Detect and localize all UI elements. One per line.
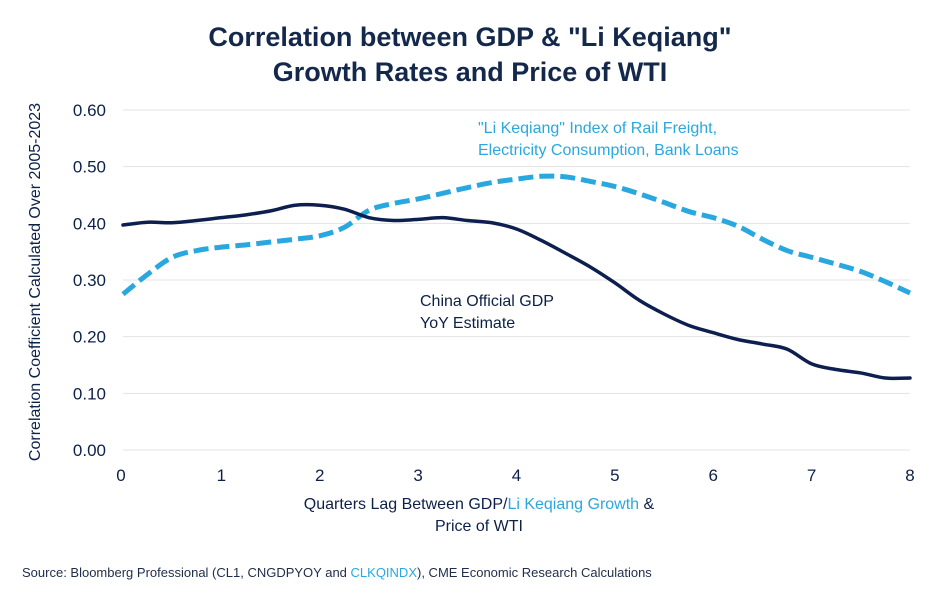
x-tick-label: 4 bbox=[512, 466, 521, 485]
x-axis-label-part-1: Quarters Lag Between GDP/ bbox=[304, 496, 508, 513]
x-tick-label: 5 bbox=[610, 466, 619, 485]
source-highlight: CLKQINDX bbox=[350, 565, 417, 580]
y-tick-label: 0.00 bbox=[73, 441, 106, 460]
y-axis-label: Correlation Coefficient Calculated Over … bbox=[27, 103, 44, 461]
x-tick-label: 2 bbox=[315, 466, 324, 485]
grid-lines bbox=[123, 109, 910, 451]
series-label: China Official GDP bbox=[420, 293, 554, 310]
y-tick-label: 0.10 bbox=[73, 384, 106, 403]
x-tick-label: 1 bbox=[217, 466, 226, 485]
source-note: Source: Bloomberg Professional (CL1, CNG… bbox=[22, 565, 652, 580]
y-tick-label: 0.30 bbox=[73, 271, 106, 290]
x-tick-label: 7 bbox=[807, 466, 816, 485]
x-axis-label-line-2: Price of WTI bbox=[435, 518, 523, 535]
chart-title: Correlation between GDP & "Li Keqiang" G… bbox=[0, 20, 940, 90]
series-label: Electricity Consumption, Bank Loans bbox=[478, 142, 739, 159]
y-tick-label: 0.50 bbox=[73, 158, 106, 177]
x-tick-label: 0 bbox=[116, 466, 125, 485]
x-tick-label: 6 bbox=[709, 466, 718, 485]
series-label: "Li Keqiang" Index of Rail Freight, bbox=[478, 120, 717, 137]
y-tick-label: 0.20 bbox=[73, 328, 106, 347]
x-axis-label: Quarters Lag Between GDP/Li Keqiang Grow… bbox=[304, 496, 655, 513]
chart-title-line-1: Correlation between GDP & "Li Keqiang" bbox=[208, 22, 732, 52]
chart-title-line-2: Growth Rates and Price of WTI bbox=[272, 57, 668, 87]
line-chart: 0.00 0.10 0.20 0.30 0.40 0.50 0.60 0 1 2 3 4 5 6 7 8 "… bbox=[27, 101, 915, 535]
y-tick-label: 0.40 bbox=[73, 214, 106, 233]
series-lines bbox=[121, 173, 912, 381]
source-suffix: ), CME Economic Research Calculations bbox=[417, 565, 652, 580]
source-prefix: Source: Bloomberg Professional (CL1, CNG… bbox=[22, 565, 351, 580]
y-axis-tick-labels: 0.00 0.10 0.20 0.30 0.40 0.50 0.60 bbox=[73, 101, 106, 460]
x-axis-label-highlight: Li Keqiang Growth bbox=[507, 496, 639, 513]
series-label: YoY Estimate bbox=[420, 315, 515, 332]
china-gdp-line bbox=[121, 202, 912, 381]
x-tick-label: 3 bbox=[413, 466, 422, 485]
y-tick-label: 0.60 bbox=[73, 101, 106, 120]
li-keqiang-index-line bbox=[121, 173, 912, 297]
x-tick-label: 8 bbox=[905, 466, 914, 485]
x-axis-label-part-2: & bbox=[639, 496, 654, 513]
series-labels: "Li Keqiang" Index of Rail Freight, Elect… bbox=[420, 120, 739, 332]
x-axis-tick-labels: 0 1 2 3 4 5 6 7 8 bbox=[116, 466, 914, 485]
